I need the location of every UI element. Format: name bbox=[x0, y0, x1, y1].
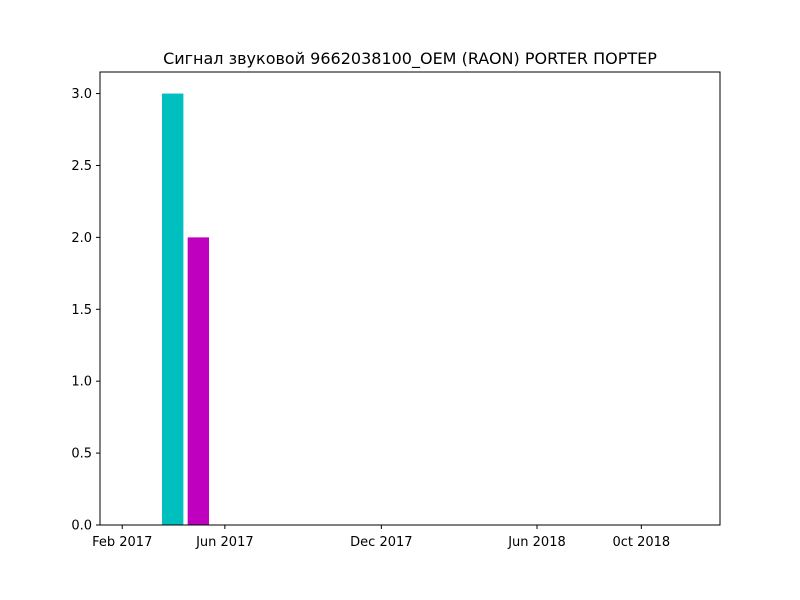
plot-area-frame bbox=[99, 71, 721, 526]
x-tick-label-1: Jun 2017 bbox=[195, 535, 254, 550]
bar-0 bbox=[162, 93, 184, 525]
x-tick-label-4: 0ct 2018 bbox=[612, 535, 670, 550]
x-axis: Feb 2017 Jun 2017 Dec 2017 Jun 2018 0ct 2018 bbox=[92, 525, 670, 550]
y-tick-label-2: 1.0 bbox=[71, 375, 92, 390]
chart-title: Сигнал звуковой 9662038100_OEM (RAON) PO… bbox=[163, 49, 657, 69]
y-tick-label-1: 0.5 bbox=[71, 447, 92, 462]
y-axis: 0.0 0.5 1.0 1.5 2.0 2.5 3.0 bbox=[71, 87, 100, 534]
y-tick-label-5: 2.5 bbox=[71, 159, 92, 174]
y-tick-label-0: 0.0 bbox=[71, 519, 92, 534]
y-tick-label-6: 3.0 bbox=[71, 87, 92, 102]
y-tick-label-3: 1.5 bbox=[71, 303, 92, 318]
bar-1 bbox=[187, 237, 210, 525]
y-tick-label-4: 2.0 bbox=[71, 231, 92, 246]
bars-group bbox=[162, 93, 210, 525]
x-tick-label-3: Jun 2018 bbox=[507, 535, 566, 550]
x-tick-label-0: Feb 2017 bbox=[92, 535, 152, 550]
x-tick-label-2: Dec 2017 bbox=[350, 535, 412, 550]
